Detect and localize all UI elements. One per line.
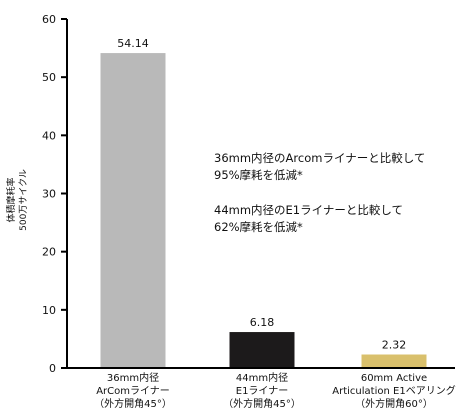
- y-axis-label: 体積摩耗率 500万サイクル: [5, 169, 29, 231]
- category-label: 60mm Active: [361, 373, 427, 384]
- comparison-annotation: 95%摩耗を低減*: [214, 168, 303, 182]
- bar-3: [361, 354, 427, 367]
- category-label: ArComライナー: [96, 385, 170, 397]
- comparison-annotation: 36mm内径のArcomライナーと比較して: [214, 151, 425, 165]
- y-tick-label: 50: [42, 71, 56, 84]
- y-tick-label: 30: [42, 188, 56, 201]
- category-label: E1ライナー: [236, 385, 288, 397]
- category-label: （外方開角45°）: [94, 397, 172, 410]
- y-tick-label: 20: [42, 246, 56, 259]
- bar-2: [229, 332, 295, 367]
- y-tick-label: 60: [42, 13, 56, 26]
- category-label: （外方開角60°）: [355, 397, 433, 410]
- bar-1: [100, 53, 166, 368]
- y-tick-label: 40: [42, 129, 56, 142]
- category-label: 44mm内径: [236, 371, 288, 384]
- y-axis-label-line: 体積摩耗率: [5, 177, 17, 222]
- bar-value-label: 2.32: [382, 339, 407, 352]
- comparison-annotation: 44mm内径のE1ライナーと比較して: [214, 203, 403, 217]
- y-tick-label: 10: [42, 304, 56, 317]
- category-label: Articulation E1ベアリング: [332, 384, 455, 397]
- category-label: 36mm内径: [107, 371, 159, 384]
- bar-value-label: 54.14: [117, 37, 149, 50]
- comparison-annotation: 62%摩耗を低減*: [214, 220, 303, 234]
- y-tick-label: 0: [49, 362, 56, 375]
- y-axis-label-line: 500万サイクル: [18, 169, 29, 231]
- bar-value-label: 6.18: [250, 316, 275, 329]
- category-label: （外方開角45°）: [223, 397, 301, 410]
